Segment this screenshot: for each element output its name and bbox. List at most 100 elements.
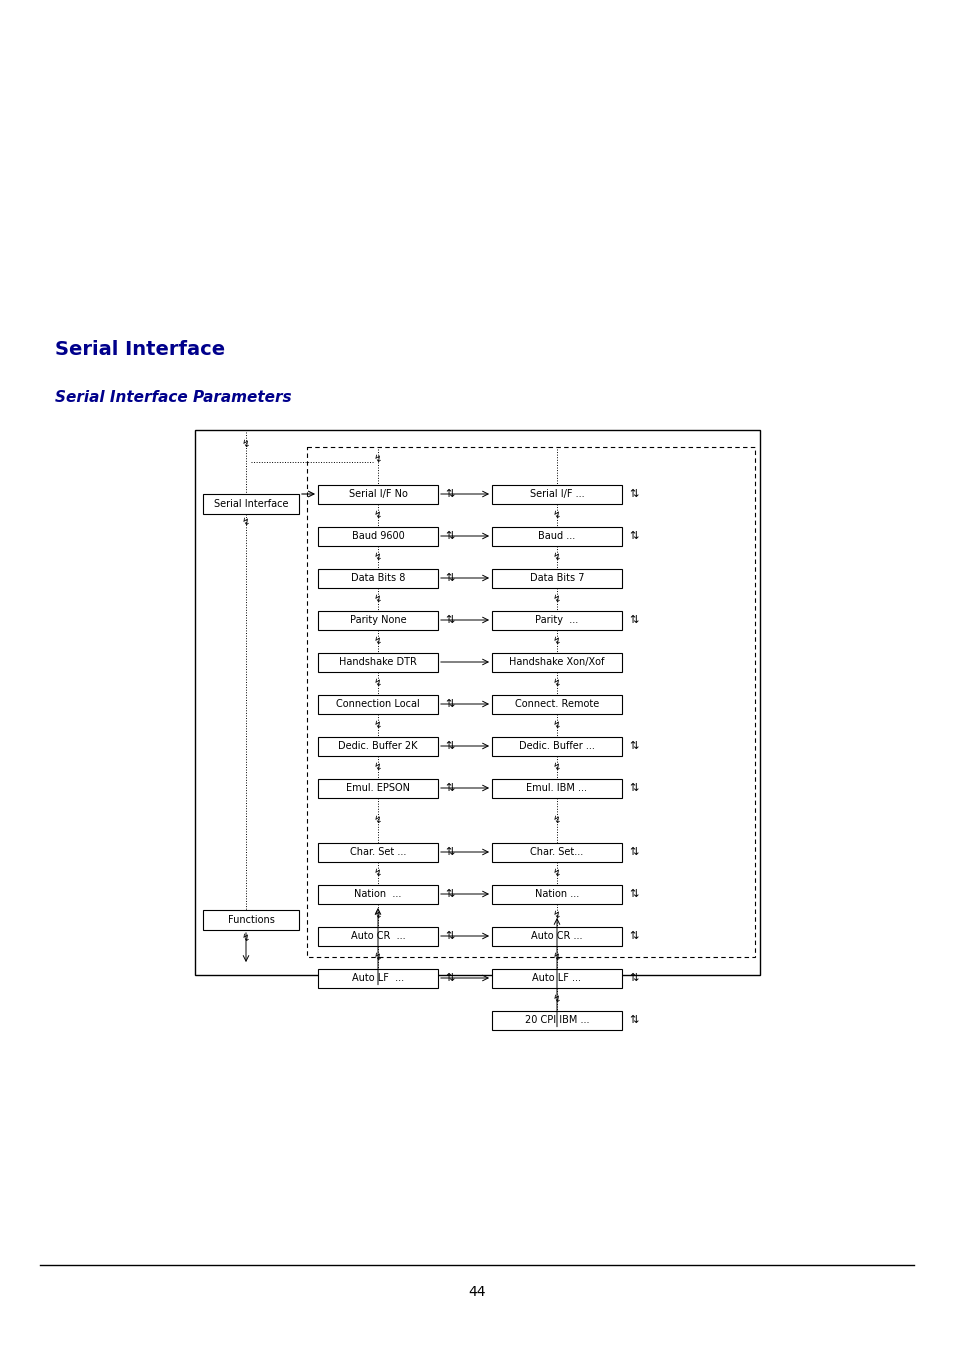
- Text: ↯: ↯: [242, 517, 250, 527]
- Text: ↯: ↯: [553, 762, 560, 771]
- Text: Handshake Xon/Xof: Handshake Xon/Xof: [509, 657, 604, 667]
- Text: Char. Set...: Char. Set...: [530, 847, 583, 857]
- Text: Serial Interface: Serial Interface: [213, 499, 288, 509]
- Text: ⇅: ⇅: [445, 698, 455, 709]
- Text: ↯: ↯: [553, 867, 560, 878]
- Bar: [317, 611, 437, 630]
- Bar: [492, 653, 621, 671]
- Text: ↯: ↯: [374, 720, 381, 730]
- Bar: [492, 927, 621, 946]
- Bar: [317, 927, 437, 946]
- Text: Handshake DTR: Handshake DTR: [338, 657, 416, 667]
- Text: ⇅: ⇅: [445, 531, 455, 540]
- Bar: [317, 694, 437, 713]
- Bar: [203, 911, 298, 929]
- Text: ↯: ↯: [553, 911, 560, 920]
- Bar: [203, 494, 298, 513]
- Text: Parity None: Parity None: [350, 615, 406, 626]
- Bar: [492, 694, 621, 713]
- Text: Auto LF ...: Auto LF ...: [532, 973, 581, 984]
- Text: Serial Interface Parameters: Serial Interface Parameters: [55, 390, 292, 405]
- Text: ⇅: ⇅: [629, 847, 638, 857]
- Text: ↯: ↯: [553, 720, 560, 730]
- Bar: [317, 843, 437, 862]
- Text: ⇅: ⇅: [445, 615, 455, 626]
- Bar: [317, 569, 437, 588]
- Text: ⇅: ⇅: [629, 931, 638, 942]
- Text: ⇅: ⇅: [629, 1015, 638, 1025]
- Text: ⇅: ⇅: [629, 531, 638, 540]
- Text: Auto CR ...: Auto CR ...: [531, 931, 582, 942]
- Text: ↯: ↯: [374, 952, 381, 962]
- Text: Auto LF  ...: Auto LF ...: [352, 973, 404, 984]
- Text: Connect. Remote: Connect. Remote: [515, 698, 598, 709]
- Bar: [317, 485, 437, 504]
- Text: ⇅: ⇅: [629, 489, 638, 499]
- Text: ↯: ↯: [374, 911, 381, 920]
- Bar: [492, 611, 621, 630]
- Text: ⇅: ⇅: [445, 973, 455, 984]
- Bar: [492, 843, 621, 862]
- Bar: [317, 778, 437, 797]
- Bar: [194, 430, 760, 975]
- Bar: [492, 736, 621, 755]
- Text: ⇅: ⇅: [629, 889, 638, 898]
- Text: Baud 9600: Baud 9600: [352, 531, 404, 540]
- Text: ⇅: ⇅: [629, 973, 638, 984]
- Text: Parity  ...: Parity ...: [535, 615, 578, 626]
- Text: Nation  ...: Nation ...: [354, 889, 401, 898]
- Text: 44: 44: [468, 1285, 485, 1300]
- Text: ⇅: ⇅: [445, 573, 455, 584]
- Bar: [492, 778, 621, 797]
- Text: Dedic. Buffer 2K: Dedic. Buffer 2K: [338, 740, 417, 751]
- Bar: [317, 969, 437, 988]
- Bar: [317, 736, 437, 755]
- Text: Serial I/F No: Serial I/F No: [348, 489, 407, 499]
- Text: Data Bits 7: Data Bits 7: [529, 573, 583, 584]
- Text: ↯: ↯: [374, 454, 381, 463]
- Text: ⇅: ⇅: [629, 784, 638, 793]
- Text: ⇅: ⇅: [629, 740, 638, 751]
- Text: Data Bits 8: Data Bits 8: [351, 573, 405, 584]
- Text: ↯: ↯: [553, 636, 560, 646]
- Text: ↯: ↯: [242, 934, 250, 943]
- Text: Auto CR  ...: Auto CR ...: [351, 931, 405, 942]
- Bar: [492, 527, 621, 546]
- Text: ↯: ↯: [374, 815, 381, 825]
- Text: ↯: ↯: [553, 815, 560, 825]
- Text: Emul. IBM ...: Emul. IBM ...: [526, 784, 587, 793]
- Bar: [492, 1011, 621, 1029]
- Text: ↯: ↯: [553, 509, 560, 520]
- Text: ↯: ↯: [553, 952, 560, 962]
- Bar: [492, 485, 621, 504]
- Bar: [317, 653, 437, 671]
- Text: Char. Set ...: Char. Set ...: [350, 847, 406, 857]
- Text: ⇅: ⇅: [445, 889, 455, 898]
- Bar: [492, 885, 621, 904]
- Bar: [492, 569, 621, 588]
- Text: ⇅: ⇅: [445, 784, 455, 793]
- Text: Serial Interface: Serial Interface: [55, 340, 225, 359]
- Text: ↯: ↯: [553, 678, 560, 688]
- Text: ⇅: ⇅: [629, 615, 638, 626]
- Text: ↯: ↯: [374, 678, 381, 688]
- Text: Emul. EPSON: Emul. EPSON: [346, 784, 410, 793]
- Text: ↯: ↯: [374, 636, 381, 646]
- Text: 20 CPI IBM ...: 20 CPI IBM ...: [524, 1015, 589, 1025]
- Bar: [317, 527, 437, 546]
- Bar: [317, 885, 437, 904]
- Text: ↯: ↯: [374, 553, 381, 562]
- Text: ↯: ↯: [374, 594, 381, 604]
- Text: ↯: ↯: [553, 594, 560, 604]
- Text: ⇅: ⇅: [445, 489, 455, 499]
- Text: Functions: Functions: [228, 915, 274, 925]
- Text: ↯: ↯: [553, 553, 560, 562]
- Text: ↯: ↯: [374, 867, 381, 878]
- Text: Serial I/F ...: Serial I/F ...: [529, 489, 583, 499]
- Text: ↯: ↯: [242, 439, 250, 449]
- Text: Connection Local: Connection Local: [335, 698, 419, 709]
- Text: ↯: ↯: [553, 994, 560, 1004]
- Bar: [307, 447, 754, 957]
- Bar: [492, 969, 621, 988]
- Text: ↯: ↯: [374, 509, 381, 520]
